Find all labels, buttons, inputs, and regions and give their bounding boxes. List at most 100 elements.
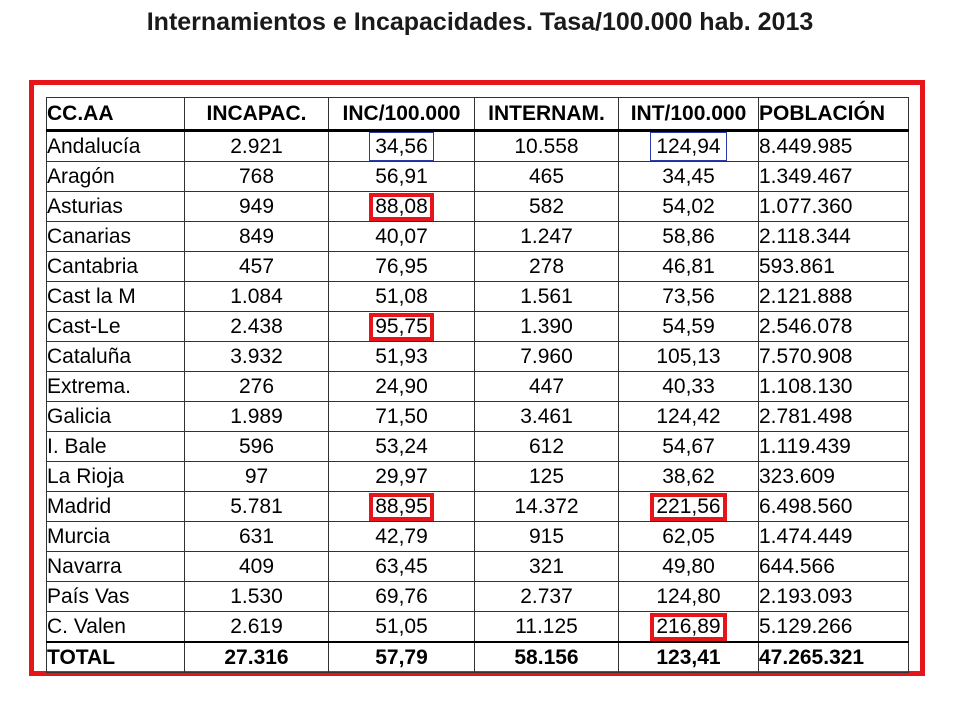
- value-cell: 62,05: [618, 521, 759, 552]
- table-row: Canarias 849 40,07 1.247 58,86 2.118.344: [46, 221, 909, 252]
- value-cell: 582: [474, 191, 619, 222]
- value-cell: 95,75: [328, 311, 475, 342]
- value-cell: 29,97: [328, 461, 475, 492]
- region-cell: C. Valen: [46, 611, 185, 643]
- value-cell: 51,08: [328, 281, 475, 312]
- value-cell: 631: [184, 521, 329, 552]
- value-cell: 124,80: [618, 581, 759, 612]
- value-cell: 24,90: [328, 371, 475, 402]
- value-cell: 849: [184, 221, 329, 252]
- table-row: Murcia 631 42,79 915 62,05 1.474.449: [46, 521, 909, 552]
- table-row: Cantabria 457 76,95 278 46,81 593.861: [46, 251, 909, 282]
- value-cell: 54,59: [618, 311, 759, 342]
- value-cell: 6.498.560: [758, 491, 909, 522]
- table-row: Cataluña 3.932 51,93 7.960 105,13 7.570.908: [46, 341, 909, 372]
- region-cell: Aragón: [46, 161, 185, 192]
- value-cell: 14.372: [474, 491, 619, 522]
- value-cell: 69,76: [328, 581, 475, 612]
- value-cell: 54,67: [618, 431, 759, 462]
- table-frame: [29, 80, 925, 676]
- value-cell: 321: [474, 551, 619, 582]
- value-cell: 51,93: [328, 341, 475, 372]
- value-cell: 1.989: [184, 401, 329, 432]
- value-cell: 63,45: [328, 551, 475, 582]
- value-cell: 593.861: [758, 251, 909, 282]
- table-row: Aragón 768 56,91 465 34,45 1.349.467: [46, 161, 909, 192]
- value-cell: 46,81: [618, 251, 759, 282]
- value-cell: 7.960: [474, 341, 619, 372]
- value-cell: 51,05: [328, 611, 475, 643]
- region-cell: Cast-Le: [46, 311, 185, 342]
- value-cell: 49,80: [618, 551, 759, 582]
- value-cell: 949: [184, 191, 329, 222]
- table-row: Andalucía 2.921 34,56 10.558 124,94 8.449.985: [46, 130, 909, 162]
- table-row: País Vas 1.530 69,76 2.737 124,80 2.193.093: [46, 581, 909, 612]
- data-table: CC.AA INCAPAC. INC/100.000 INTERNAM. INT…: [46, 97, 909, 673]
- value-cell: 768: [184, 161, 329, 192]
- value-cell: 34,45: [618, 161, 759, 192]
- region-cell: País Vas: [46, 581, 185, 612]
- table-header-row: CC.AA INCAPAC. INC/100.000 INTERNAM. INT…: [46, 97, 909, 132]
- value-cell: 447: [474, 371, 619, 402]
- value-cell: 409: [184, 551, 329, 582]
- total-value-cell: 123,41: [618, 641, 759, 673]
- region-cell: Navarra: [46, 551, 185, 582]
- value-cell: 5.781: [184, 491, 329, 522]
- column-header: CC.AA: [46, 97, 185, 132]
- table-row: Cast-Le 2.438 95,75 1.390 54,59 2.546.078: [46, 311, 909, 342]
- region-cell: Andalucía: [46, 130, 185, 162]
- value-cell: 2.121.888: [758, 281, 909, 312]
- value-cell: 7.570.908: [758, 341, 909, 372]
- value-cell: 71,50: [328, 401, 475, 432]
- value-cell: 915: [474, 521, 619, 552]
- region-cell: Asturias: [46, 191, 185, 222]
- value-cell: 216,89: [618, 611, 759, 643]
- value-cell: 38,62: [618, 461, 759, 492]
- column-header: INC/100.000: [328, 97, 475, 132]
- value-cell: 42,79: [328, 521, 475, 552]
- value-cell: 2.781.498: [758, 401, 909, 432]
- value-cell: 1.247: [474, 221, 619, 252]
- value-cell: 1.474.449: [758, 521, 909, 552]
- value-cell: 8.449.985: [758, 130, 909, 162]
- table-row: Cast la M 1.084 51,08 1.561 73,56 2.121.888: [46, 281, 909, 312]
- table-row: Galicia 1.989 71,50 3.461 124,42 2.781.498: [46, 401, 909, 432]
- value-cell: 276: [184, 371, 329, 402]
- table-row: Asturias 949 88,08 582 54,02 1.077.360: [46, 191, 909, 222]
- value-cell: 2.193.093: [758, 581, 909, 612]
- region-cell: Galicia: [46, 401, 185, 432]
- region-cell: I. Bale: [46, 431, 185, 462]
- value-cell: 11.125: [474, 611, 619, 643]
- value-cell: 1.561: [474, 281, 619, 312]
- table-row: I. Bale 596 53,24 612 54,67 1.119.439: [46, 431, 909, 462]
- value-cell: 3.932: [184, 341, 329, 372]
- value-cell: 1.108.130: [758, 371, 909, 402]
- value-cell: 73,56: [618, 281, 759, 312]
- table-row: Navarra 409 63,45 321 49,80 644.566: [46, 551, 909, 582]
- region-cell: Madrid: [46, 491, 185, 522]
- value-cell: 323.609: [758, 461, 909, 492]
- value-cell: 97: [184, 461, 329, 492]
- region-cell: Cantabria: [46, 251, 185, 282]
- value-cell: 124,42: [618, 401, 759, 432]
- value-cell: 40,33: [618, 371, 759, 402]
- total-value-cell: 27.316: [184, 641, 329, 673]
- column-header: INT/100.000: [618, 97, 759, 132]
- column-header: INTERNAM.: [474, 97, 619, 132]
- value-cell: 76,95: [328, 251, 475, 282]
- region-cell: Canarias: [46, 221, 185, 252]
- value-cell: 465: [474, 161, 619, 192]
- value-cell: 1.349.467: [758, 161, 909, 192]
- value-cell: 1.077.360: [758, 191, 909, 222]
- region-cell: Cataluña: [46, 341, 185, 372]
- region-cell: Cast la M: [46, 281, 185, 312]
- region-cell: La Rioja: [46, 461, 185, 492]
- value-cell: 2.737: [474, 581, 619, 612]
- value-cell: 54,02: [618, 191, 759, 222]
- column-header: POBLACIÓN: [758, 97, 909, 132]
- value-cell: 1.084: [184, 281, 329, 312]
- value-cell: 1.390: [474, 311, 619, 342]
- value-cell: 53,24: [328, 431, 475, 462]
- table-row: C. Valen 2.619 51,05 11.125 216,89 5.129.266: [46, 611, 909, 643]
- value-cell: 125: [474, 461, 619, 492]
